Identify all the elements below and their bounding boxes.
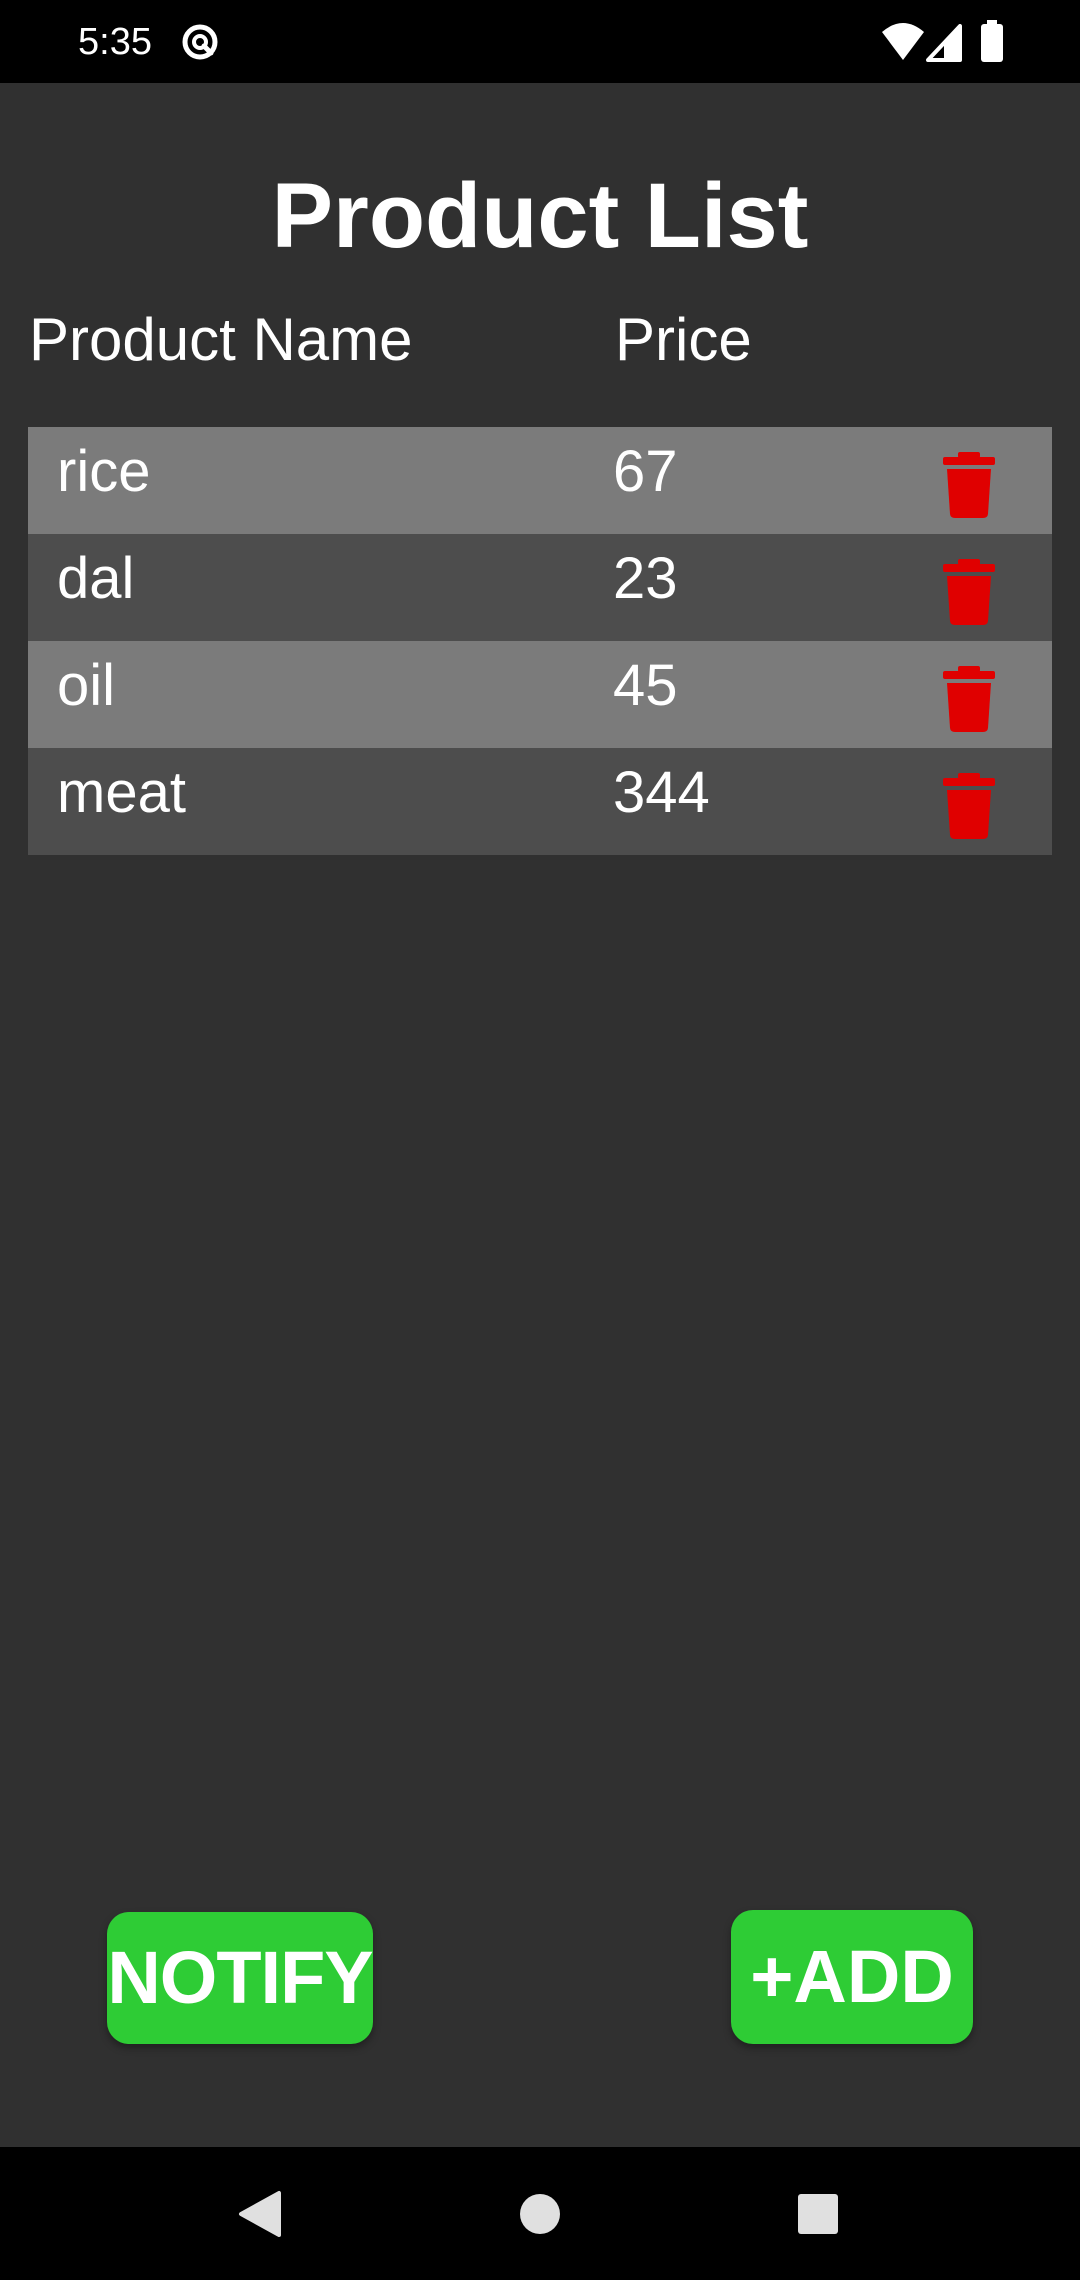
app-content: Product List Product Name Price rice 67 … — [0, 83, 1080, 2147]
product-name: meat — [57, 760, 186, 825]
product-row[interactable]: dal 23 — [28, 534, 1052, 641]
do-not-disturb-icon — [180, 22, 220, 67]
recents-icon — [798, 2194, 838, 2234]
wifi-icon — [880, 22, 926, 67]
delete-button[interactable] — [938, 559, 1000, 625]
back-icon — [239, 2191, 281, 2237]
product-list: rice 67 dal 23 — [28, 427, 1052, 855]
product-row[interactable]: rice 67 — [28, 427, 1052, 534]
navigation-bar — [0, 2147, 1080, 2280]
product-price: 23 — [613, 546, 678, 611]
trash-icon — [943, 773, 995, 839]
product-row[interactable]: meat 344 — [28, 748, 1052, 855]
delete-button[interactable] — [938, 773, 1000, 839]
trash-icon — [943, 559, 995, 625]
notify-button[interactable]: NOTIFY — [107, 1912, 374, 2044]
product-price: 344 — [613, 760, 710, 825]
cellular-signal-icon — [926, 24, 962, 67]
trash-icon — [943, 666, 995, 732]
product-price: 67 — [613, 439, 678, 504]
product-price: 45 — [613, 653, 678, 718]
battery-icon — [980, 20, 1004, 67]
status-bar: 5:35 — [0, 0, 1080, 83]
trash-icon — [943, 452, 995, 518]
column-header-product-name: Product Name — [29, 306, 413, 373]
column-header-price: Price — [615, 306, 752, 373]
status-time: 5:35 — [78, 21, 152, 63]
back-button[interactable] — [215, 2171, 301, 2257]
product-name: oil — [57, 653, 116, 718]
home-button[interactable] — [497, 2171, 583, 2257]
product-row[interactable]: oil 45 — [28, 641, 1052, 748]
add-button[interactable]: +ADD — [731, 1910, 973, 2044]
delete-button[interactable] — [938, 666, 1000, 732]
home-icon — [520, 2194, 560, 2234]
product-name: dal — [57, 546, 135, 611]
product-name: rice — [57, 439, 151, 504]
delete-button[interactable] — [938, 452, 1000, 518]
recents-button[interactable] — [775, 2171, 861, 2257]
page-title: Product List — [271, 165, 809, 267]
